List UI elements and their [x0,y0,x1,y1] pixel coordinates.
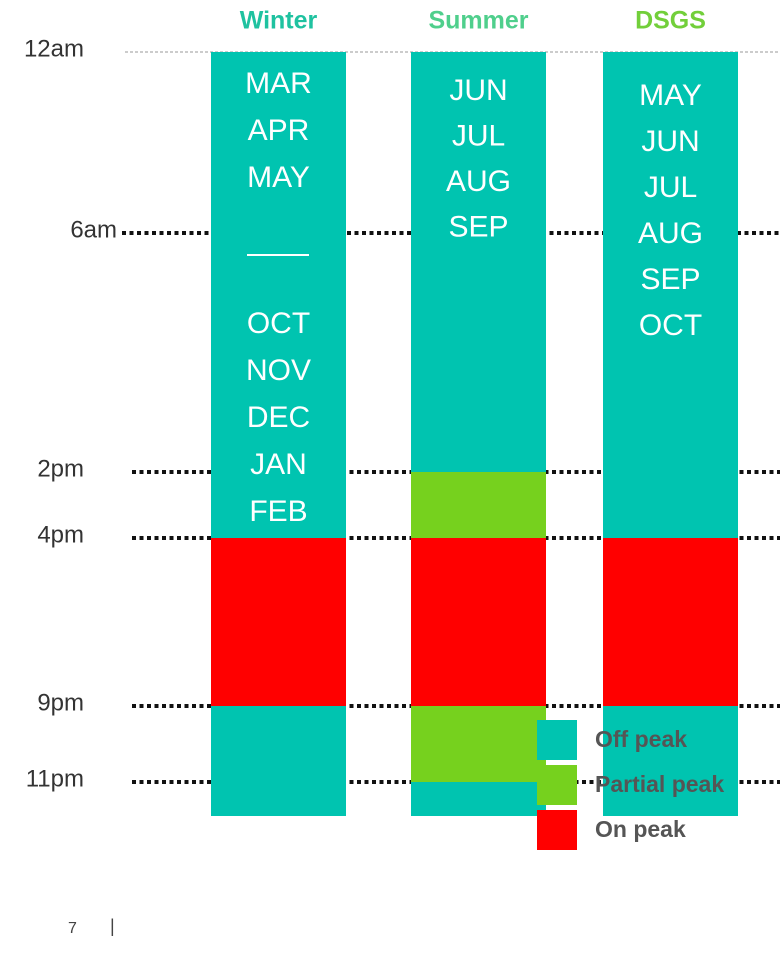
period-segment [411,472,546,538]
month-label: AUG [638,217,703,250]
month-label: JUL [452,119,505,152]
period-segment [411,538,546,706]
time-label: 2pm [37,455,84,482]
legend-swatch [537,765,577,805]
period-segment [411,782,546,816]
time-label: 6am [70,216,117,243]
period-segment [211,538,346,706]
month-label: NOV [246,354,311,387]
month-label: JAN [250,448,307,481]
column-title: DSGS [635,7,706,35]
month-label: AUG [446,165,511,198]
month-label: SEP [640,263,700,296]
month-label: JUL [644,171,697,204]
month-label: DEC [247,401,310,434]
month-label: APR [248,114,310,147]
period-segment [411,52,546,472]
month-label: MAR [245,67,312,100]
period-segment [603,538,738,706]
legend-swatch [537,720,577,760]
month-label: OCT [247,307,310,340]
month-label: MAY [247,161,310,194]
time-label: 12am [24,35,84,62]
month-label: OCT [639,309,702,342]
month-label: SEP [448,210,508,243]
page-number: 7 [68,920,77,937]
month-label: FEB [249,495,307,528]
month-label: MAY [639,79,702,112]
time-label: 9pm [37,689,84,716]
period-segment [603,52,738,538]
period-segment [411,706,546,782]
month-label: JUN [641,125,699,158]
legend-label: Partial peak [595,771,724,797]
period-segment [603,706,738,816]
month-label: JUN [449,74,507,107]
period-segment [211,52,346,538]
column-title: Winter [240,7,318,35]
time-label: 4pm [37,521,84,548]
legend-swatch [537,810,577,850]
footer-separator: | [110,916,115,936]
column-title: Summer [428,7,528,35]
time-label: 11pm [26,765,84,792]
legend-label: On peak [595,816,686,842]
period-segment [211,706,346,816]
legend-label: Off peak [595,726,687,752]
